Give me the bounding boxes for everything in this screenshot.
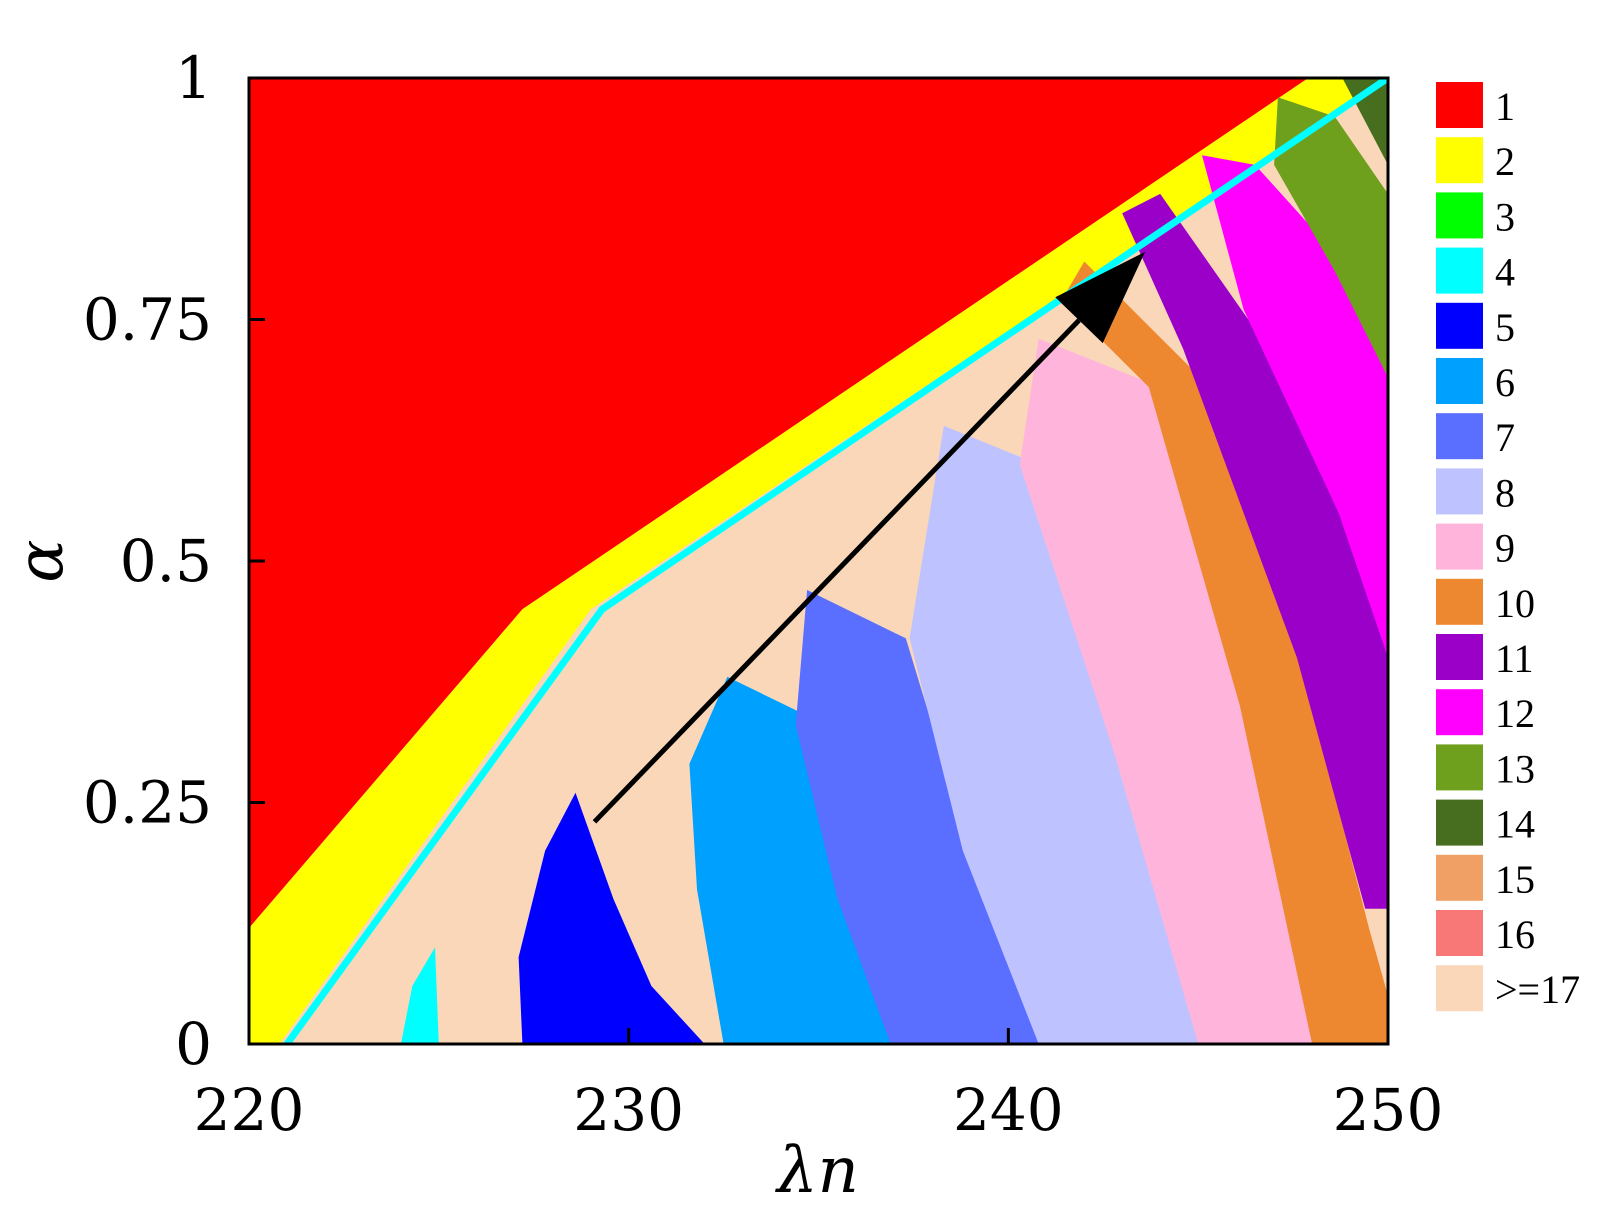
legend-swatch — [1436, 302, 1483, 349]
region-1 — [249, 78, 1309, 929]
legend-label: 12 — [1495, 691, 1535, 736]
ticks-layer: 220 230 240 250 0 0.25 0.5 0.75 1 — [83, 44, 1444, 1144]
y-tick-label: 0.25 — [83, 769, 212, 837]
legend-swatch — [1436, 578, 1483, 625]
legend-label: 7 — [1495, 415, 1515, 460]
legend-swatch — [1436, 82, 1483, 128]
legend-swatch — [1436, 634, 1483, 680]
legend-swatch — [1436, 468, 1483, 515]
region-4-boundary-band — [284, 78, 1388, 1044]
legend-label: 4 — [1495, 250, 1515, 295]
region-11 — [1122, 193, 1388, 909]
legend-swatch — [1436, 192, 1483, 239]
y-tick-label: 0.5 — [120, 527, 212, 595]
legend-swatch — [1436, 854, 1483, 901]
legend-swatch — [1436, 910, 1483, 956]
legend-label: 6 — [1495, 360, 1515, 405]
legend-swatch — [1436, 137, 1483, 184]
legend-label: 3 — [1495, 194, 1515, 239]
region-13 — [1274, 97, 1388, 378]
y-tick-label: 0.75 — [83, 286, 212, 354]
legend-swatch — [1436, 744, 1483, 791]
region-9 — [1019, 338, 1313, 1044]
legend-swatch — [1436, 247, 1483, 294]
region-5 — [518, 792, 705, 1044]
legend-label: 13 — [1495, 746, 1535, 791]
legend-swatch — [1436, 523, 1483, 570]
legend-label: 1 — [1495, 84, 1515, 129]
legend-label: 15 — [1495, 857, 1535, 902]
y-tick-label: 0 — [175, 1010, 212, 1078]
legend-label: 10 — [1495, 581, 1535, 626]
legend-label: 11 — [1495, 636, 1534, 681]
region-10 — [1061, 261, 1388, 1044]
legend-label: 2 — [1495, 139, 1515, 184]
trend-arrow — [592, 318, 1081, 824]
legend-label: >=17 — [1495, 967, 1580, 1012]
region-4 — [400, 947, 439, 1044]
y-tick-label: 1 — [175, 44, 212, 112]
x-tick-label: 250 — [1333, 1076, 1444, 1144]
legend-swatch — [1436, 689, 1483, 736]
x-tick-label: 220 — [194, 1076, 305, 1144]
regions-layer — [249, 78, 1388, 1044]
legend-swatch — [1436, 965, 1483, 1012]
legend-label: 8 — [1495, 470, 1515, 515]
y-axis-title: α — [4, 539, 78, 582]
legend-swatch — [1436, 358, 1483, 404]
legend-swatch — [1436, 799, 1483, 846]
legend-label: 16 — [1495, 912, 1535, 957]
x-tick-label: 230 — [573, 1076, 684, 1144]
trend-arrowhead — [1055, 251, 1146, 344]
legend-label: 14 — [1495, 802, 1535, 847]
legend-swatch — [1436, 413, 1483, 460]
x-axis-title: λn — [774, 1134, 859, 1208]
region-7 — [795, 590, 1054, 1044]
legend-label: 9 — [1495, 526, 1515, 571]
region-6 — [689, 676, 895, 1044]
region-8 — [909, 425, 1206, 1044]
legend-label: 5 — [1495, 305, 1515, 350]
x-tick-label: 240 — [953, 1076, 1064, 1144]
